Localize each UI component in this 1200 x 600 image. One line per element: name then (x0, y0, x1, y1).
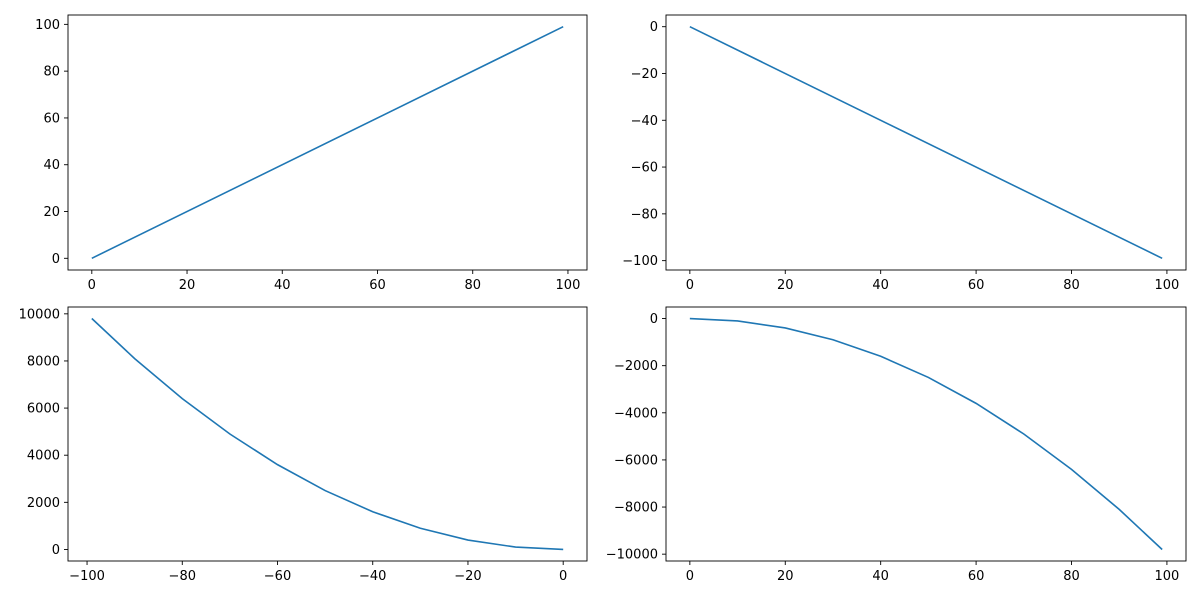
subplot-4: 0 20 40 60 80 100 0 −2000 −4000 −6000 −8000 −10000 (606, 306, 1187, 584)
x-tick-label: 40 (274, 278, 291, 293)
y-tick-label: −100 (622, 254, 658, 269)
y-tick-label: −10000 (606, 548, 658, 563)
axes-frame (665, 306, 1187, 562)
series-line-1 (689, 317, 1163, 551)
y-tick-label: 0 (650, 312, 658, 327)
x-tick-label: 80 (1063, 278, 1080, 293)
subplot-1: 0 20 40 60 80 100 0 20 40 60 80 100 (35, 14, 588, 293)
axes-frame (67, 14, 588, 271)
y-tick-label: 0 (52, 543, 60, 558)
x-tick-label: 100 (1155, 569, 1180, 584)
y-tick-label: 4000 (27, 449, 60, 464)
y-tick-label: 20 (43, 205, 60, 220)
x-tick-label: 0 (686, 569, 694, 584)
y-tick-label: 80 (43, 65, 60, 80)
y-tick-label: 100 (35, 18, 60, 33)
x-tick-label: 60 (968, 569, 985, 584)
subplot-2: 0 20 40 60 80 100 0 −20 −40 −60 −80 −100 (622, 14, 1187, 293)
subplot-3: −100 −80 −60 −40 −20 0 0 2000 4000 6000 8000 10000 (19, 306, 588, 584)
x-tick-label: −80 (169, 569, 196, 584)
x-tick-label: 20 (179, 278, 196, 293)
x-tick-label: 60 (968, 278, 985, 293)
y-tick-label: 0 (650, 20, 658, 35)
x-tick-label: 20 (777, 278, 794, 293)
x-tick-label: −40 (359, 569, 386, 584)
axes-frame (67, 306, 588, 562)
y-tick-label: −60 (631, 161, 658, 176)
x-tick-label: 100 (556, 278, 581, 293)
y-tick-label: −40 (631, 114, 658, 129)
y-tick-label: 10000 (19, 307, 60, 322)
series-line-1 (689, 25, 1163, 260)
x-tick-label: 80 (464, 278, 481, 293)
y-tick-label: 40 (43, 158, 60, 173)
x-tick-label: 60 (369, 278, 386, 293)
x-tick-label: 100 (1155, 278, 1180, 293)
x-tick-label: 0 (88, 278, 96, 293)
y-tick-label: −20 (631, 67, 658, 82)
x-tick-label: 20 (777, 569, 794, 584)
series-line-1 (91, 317, 564, 551)
axes-frame (665, 14, 1187, 271)
x-tick-label: 0 (559, 569, 567, 584)
x-tick-label: 0 (686, 278, 694, 293)
y-tick-label: −80 (631, 207, 658, 222)
y-tick-label: −4000 (614, 406, 658, 421)
y-tick-label: 6000 (27, 402, 60, 417)
y-tick-label: −2000 (614, 359, 658, 374)
x-tick-label: 40 (872, 278, 889, 293)
series-line-1 (91, 25, 564, 260)
x-tick-label: 40 (872, 569, 889, 584)
y-tick-label: −6000 (614, 453, 658, 468)
y-tick-label: 8000 (27, 354, 60, 369)
x-tick-label: 80 (1063, 569, 1080, 584)
x-tick-label: −20 (454, 569, 481, 584)
x-tick-label: −60 (264, 569, 291, 584)
x-tick-label: −100 (69, 569, 105, 584)
y-tick-label: −8000 (614, 501, 658, 516)
y-tick-label: 60 (43, 111, 60, 126)
y-tick-label: 2000 (27, 496, 60, 511)
y-tick-label: 0 (52, 252, 60, 267)
